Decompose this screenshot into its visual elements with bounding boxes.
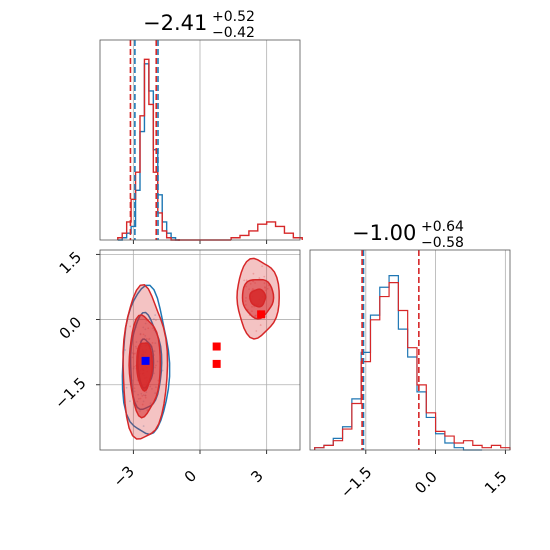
y-tick-label: 0.0	[56, 313, 86, 343]
scatter-point	[153, 318, 155, 321]
x-tick-label: −1.5	[337, 463, 375, 501]
scatter-point	[124, 349, 127, 351]
scatter-point	[263, 275, 266, 278]
contour-b-level-1	[136, 342, 154, 392]
scatter-point	[245, 279, 248, 282]
histogram-series-b	[314, 282, 511, 450]
title-param2-plus: +0.64	[421, 219, 464, 235]
scatter-point	[258, 277, 261, 279]
scatter-point	[243, 279, 246, 282]
scatter-point	[255, 330, 258, 332]
title-param2: −1.00 +0.64 −0.58	[352, 219, 464, 251]
joint-contour-panel: −3 0 3 1.5 0.0 −1.5	[51, 248, 301, 491]
scatter-point	[161, 369, 164, 372]
title-param1: −2.41 +0.52 −0.42	[143, 9, 255, 41]
x-tick-label: 0.0	[411, 468, 441, 498]
truth-marker-b	[257, 310, 266, 319]
scatter-point	[129, 325, 132, 328]
param2-marginal-panel: −1.5 0.0 1.5	[309, 249, 511, 502]
scatter-point	[142, 425, 145, 427]
panel-frame	[99, 39, 301, 241]
panel-frame	[309, 249, 511, 451]
contour-b-level-1	[249, 288, 267, 308]
truth-marker-b	[212, 359, 221, 368]
y-tick-label: −1.5	[51, 374, 89, 412]
param1-marginal-panel	[99, 39, 303, 244]
scatter-point	[155, 319, 157, 322]
x-tick-label: 0	[181, 467, 200, 486]
histogram-series-b	[117, 58, 180, 241]
scatter-point	[125, 386, 128, 389]
panel-frame	[99, 249, 301, 451]
x-tick-label: 1.5	[481, 468, 511, 498]
truth-marker-a	[141, 356, 150, 365]
scatter-point	[154, 314, 157, 316]
x-tick-label: −3	[110, 462, 138, 490]
title-param2-median: −1.00	[352, 221, 416, 245]
scatter-point	[261, 265, 264, 268]
title-param1-minus: −0.42	[212, 25, 255, 41]
scatter-point	[264, 315, 267, 318]
histogram-series-b-secondary	[230, 221, 303, 240]
scatter-point	[252, 272, 255, 275]
x-tick-label: 3	[247, 467, 266, 486]
scatter-point	[259, 324, 262, 326]
scatter-point	[129, 400, 131, 403]
title-param2-minus: −0.58	[421, 235, 464, 251]
histogram-series-a	[314, 275, 483, 451]
y-tick-label: 1.5	[56, 248, 86, 278]
title-param1-plus: +0.52	[212, 9, 255, 25]
title-param1-median: −2.41	[143, 11, 207, 35]
truth-marker-b	[212, 342, 221, 351]
